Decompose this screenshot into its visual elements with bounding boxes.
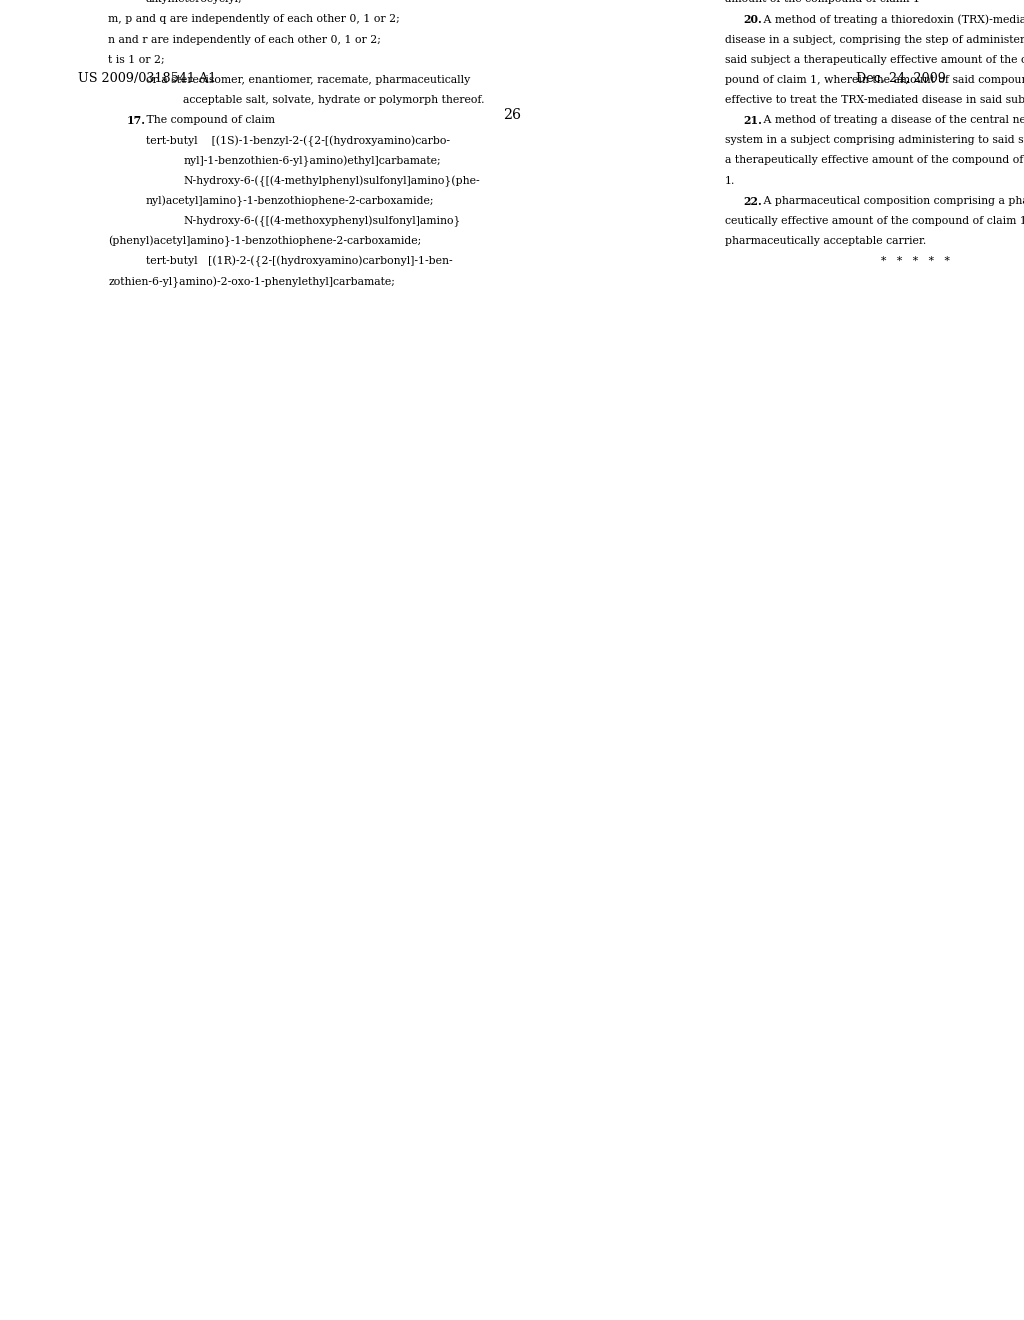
Text: N-hydroxy-6-({[(4-methoxyphenyl)sulfonyl]amino}: N-hydroxy-6-({[(4-methoxyphenyl)sulfonyl… [183, 216, 461, 227]
Text: A method of treating a disease of the central nervous: A method of treating a disease of the ce… [760, 115, 1024, 125]
Text: (phenyl)acetyl]amino}-1-benzothiophene-2-carboxamide;: (phenyl)acetyl]amino}-1-benzothiophene-2… [109, 236, 422, 247]
Text: 22.: 22. [743, 195, 763, 207]
Text: pound of claim 1, wherein the amount of said compound is: pound of claim 1, wherein the amount of … [725, 75, 1024, 84]
Text: t is 1 or 2;: t is 1 or 2; [109, 54, 165, 65]
Text: effective to treat the TRX-mediated disease in said subject.: effective to treat the TRX-mediated dise… [725, 95, 1024, 106]
Text: alkylheterocyclyl;: alkylheterocyclyl; [145, 0, 243, 4]
Text: n and r are independently of each other 0, 1 or 2;: n and r are independently of each other … [109, 34, 381, 45]
Text: zothien-6-yl}amino)-2-oxo-1-phenylethyl]carbamate;: zothien-6-yl}amino)-2-oxo-1-phenylethyl]… [109, 276, 395, 288]
Text: 26: 26 [503, 108, 521, 123]
Text: acceptable salt, solvate, hydrate or polymorph thereof.: acceptable salt, solvate, hydrate or pol… [183, 95, 484, 106]
Text: N-hydroxy-6-({[(4-methylphenyl)sulfonyl]amino}(phe-: N-hydroxy-6-({[(4-methylphenyl)sulfonyl]… [183, 176, 480, 187]
Text: A method of treating a thioredoxin (TRX)-mediated: A method of treating a thioredoxin (TRX)… [760, 15, 1024, 25]
Text: nyl)acetyl]amino}-1-benzothiophene-2-carboxamide;: nyl)acetyl]amino}-1-benzothiophene-2-car… [145, 195, 434, 207]
Text: tert-butyl   [(1R)-2-({2-[(hydroxyamino)carbonyl]-1-ben-: tert-butyl [(1R)-2-({2-[(hydroxyamino)ca… [145, 256, 453, 268]
Text: 20.: 20. [743, 15, 763, 25]
Text: The compound of claim: The compound of claim [143, 115, 279, 125]
Text: *   *   *   *   *: * * * * * [882, 256, 950, 267]
Text: nyl]-1-benzothien-6-yl}amino)ethyl]carbamate;: nyl]-1-benzothien-6-yl}amino)ethyl]carba… [183, 156, 441, 166]
Text: said subject a therapeutically effective amount of the com-: said subject a therapeutically effective… [725, 54, 1024, 65]
Text: amount of the compound of claim 1: amount of the compound of claim 1 [725, 0, 920, 4]
Text: 21.: 21. [743, 115, 763, 127]
Text: ceutically effective amount of the compound of claim 1 and a: ceutically effective amount of the compo… [725, 216, 1024, 226]
Text: system in a subject comprising administering to said subject: system in a subject comprising administe… [725, 135, 1024, 145]
Text: A pharmaceutical composition comprising a pharma-: A pharmaceutical composition comprising … [760, 195, 1024, 206]
Text: 17.: 17. [127, 115, 146, 127]
Text: m, p and q are independently of each other 0, 1 or 2;: m, p and q are independently of each oth… [109, 15, 400, 25]
Text: or a stereoisomer, enantiomer, racemate, pharmaceutically: or a stereoisomer, enantiomer, racemate,… [145, 75, 470, 84]
Text: Dec. 24, 2009: Dec. 24, 2009 [856, 73, 946, 86]
Text: US 2009/0318541 A1: US 2009/0318541 A1 [78, 73, 216, 86]
Text: a therapeutically effective amount of the compound of claim: a therapeutically effective amount of th… [725, 156, 1024, 165]
Text: tert-butyl    [(1S)-1-benzyl-2-({2-[(hydroxyamino)carbo-: tert-butyl [(1S)-1-benzyl-2-({2-[(hydrox… [145, 135, 450, 147]
Text: disease in a subject, comprising the step of administering to: disease in a subject, comprising the ste… [725, 34, 1024, 45]
Text: pharmaceutically acceptable carrier.: pharmaceutically acceptable carrier. [725, 236, 927, 246]
Text: 1.: 1. [725, 176, 735, 186]
